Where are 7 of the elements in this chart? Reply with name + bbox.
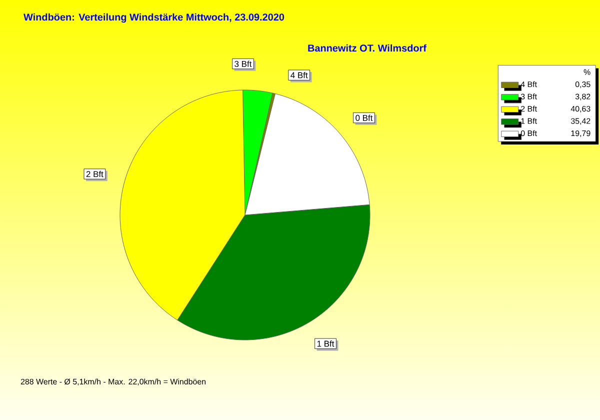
slice-label: 2 Bft — [86, 170, 104, 178]
chart-subtitle: Bannewitz OT. Wilmsdorf — [308, 44, 426, 52]
chart-title: Windböen: Verteilung Windstärke Mittwoch, 23.09.2020 — [24, 13, 284, 23]
slice-label: 1 Bft — [317, 340, 334, 347]
category-label: 4 Bft — [290, 72, 308, 78]
slice-label: 0 Bft — [356, 114, 373, 121]
slice-label: 3 Bft — [234, 60, 252, 67]
